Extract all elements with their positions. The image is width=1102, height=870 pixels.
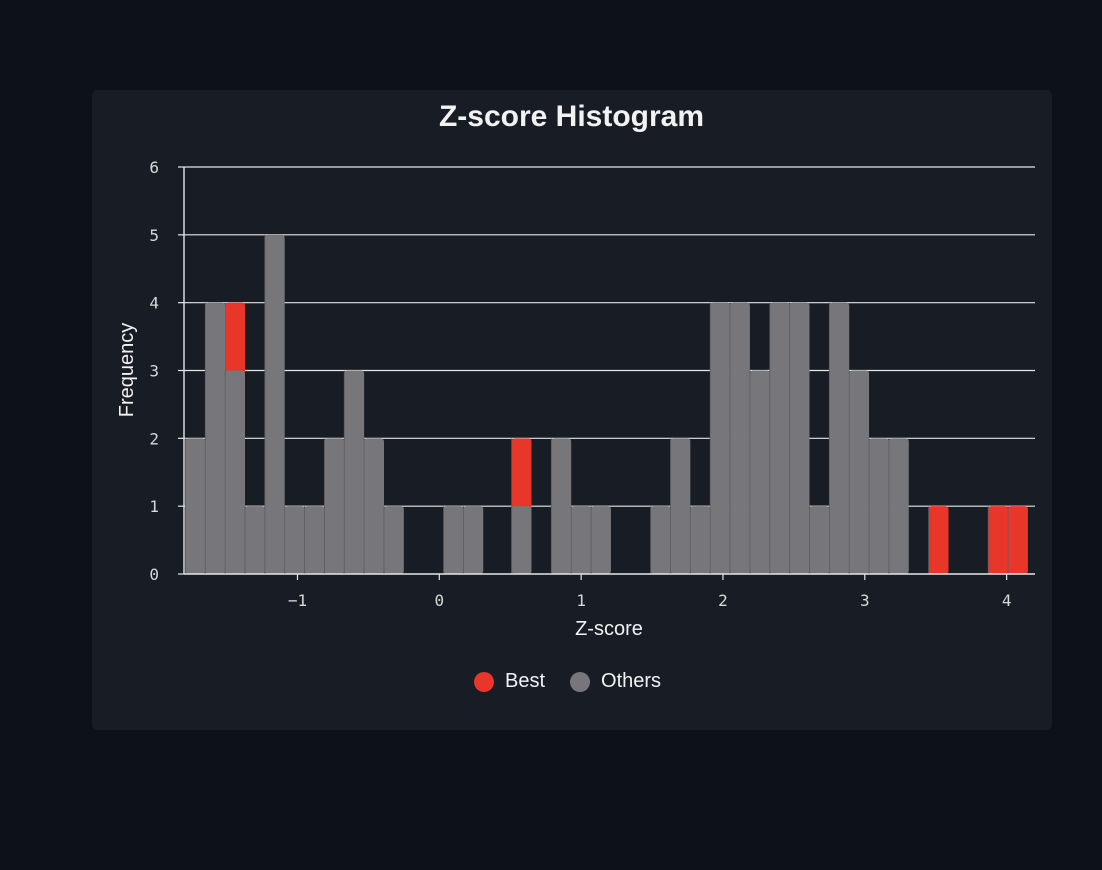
y-tick-label: 2 (149, 429, 159, 448)
legend-swatch-best (474, 671, 494, 692)
bar-others (690, 506, 711, 574)
bar-others (264, 234, 285, 575)
bar-others (809, 506, 830, 574)
y-tick-label: 0 (149, 565, 159, 584)
legend: Best Others (474, 670, 686, 693)
bar-best (928, 506, 949, 574)
bar-others (670, 438, 691, 574)
bar-others (344, 370, 365, 574)
bar-others (769, 302, 790, 574)
bar-others (443, 506, 464, 574)
bar-others (571, 506, 592, 574)
bar-others (205, 302, 226, 574)
legend-item-others: Others (570, 670, 661, 693)
legend-item-best: Best (474, 670, 545, 693)
bar-best (1008, 506, 1028, 574)
bar-others (730, 302, 750, 574)
y-tick-label: 3 (149, 362, 159, 381)
y-axis-label: Frequency (116, 323, 138, 418)
bar-others (244, 506, 265, 574)
bar-others (185, 438, 206, 574)
axes: 0 1 2 3 4 5 6 −1 0 1 2 3 4 (149, 158, 1035, 610)
x-tick-label: 2 (718, 591, 728, 610)
x-tick-label: 0 (434, 591, 444, 610)
x-axis-label: Z-score (575, 618, 643, 640)
y-tick-label: 6 (149, 158, 159, 177)
bar-others (511, 506, 532, 574)
bar-others (749, 370, 770, 574)
bar-others (650, 506, 671, 574)
x-tick-label: 1 (576, 591, 586, 610)
bars (185, 234, 1028, 575)
legend-label-best: Best (505, 670, 546, 692)
bar-others (551, 438, 572, 574)
bar-others (383, 506, 404, 574)
bar-others (225, 370, 245, 574)
x-tick-label: −1 (288, 591, 307, 610)
legend-label-others: Others (601, 670, 662, 692)
bar-others (710, 302, 731, 574)
bar-others (591, 506, 611, 574)
bar-best (988, 506, 1009, 574)
y-tick-label: 1 (149, 497, 159, 516)
chart-card (92, 90, 1052, 730)
bar-others (364, 438, 384, 574)
bar-others (463, 506, 484, 574)
bar-others (869, 438, 889, 574)
y-tick-label: 5 (149, 226, 159, 245)
x-tick-label: 4 (1002, 591, 1012, 610)
bar-others (888, 438, 909, 574)
x-tick-label: 3 (860, 591, 870, 610)
bar-others (284, 506, 305, 574)
bar-others (324, 438, 345, 574)
bar-others (789, 302, 810, 574)
bar-others (304, 506, 325, 574)
bar-others (829, 302, 850, 574)
chart-title: Z-score Histogram (438, 100, 705, 133)
y-tick-label: 4 (149, 294, 159, 313)
legend-swatch-others (570, 671, 591, 692)
bar-others (849, 370, 870, 574)
